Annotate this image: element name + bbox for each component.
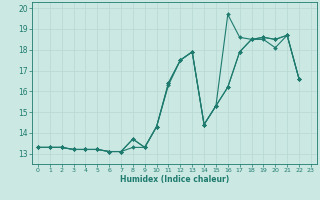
X-axis label: Humidex (Indice chaleur): Humidex (Indice chaleur) (120, 175, 229, 184)
